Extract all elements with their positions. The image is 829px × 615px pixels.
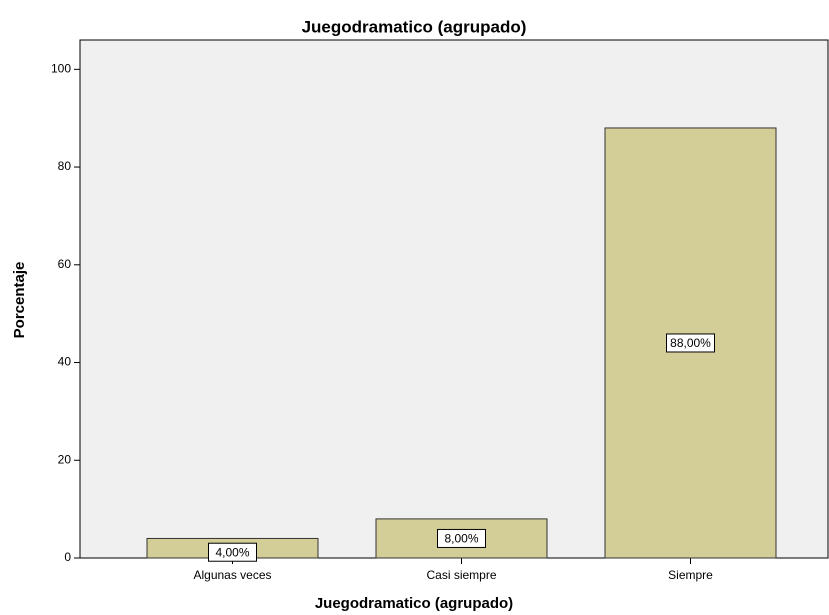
x-tick-label: Algunas veces xyxy=(193,568,271,582)
y-tick-label: 60 xyxy=(58,257,72,271)
y-tick-label: 40 xyxy=(58,355,72,369)
y-tick-label: 20 xyxy=(58,452,72,466)
value-label: 88,00% xyxy=(670,336,711,350)
value-label-box xyxy=(208,542,257,562)
x-tick-label: Casi siempre xyxy=(426,568,496,582)
y-tick-label: 0 xyxy=(64,550,71,564)
value-label-box xyxy=(437,528,486,548)
x-axis-title: Juegodramatico (agrupado) xyxy=(315,595,513,612)
chart-title: Juegodramatico (agrupado) xyxy=(302,17,527,36)
value-label: 4,00% xyxy=(215,545,249,559)
x-tick-label: Siempre xyxy=(668,568,713,582)
y-tick-label: 80 xyxy=(58,159,72,173)
value-label: 8,00% xyxy=(444,532,478,546)
y-axis-title: Porcentaje xyxy=(11,262,28,339)
y-tick-label: 100 xyxy=(51,61,71,75)
value-label-box xyxy=(666,333,715,353)
